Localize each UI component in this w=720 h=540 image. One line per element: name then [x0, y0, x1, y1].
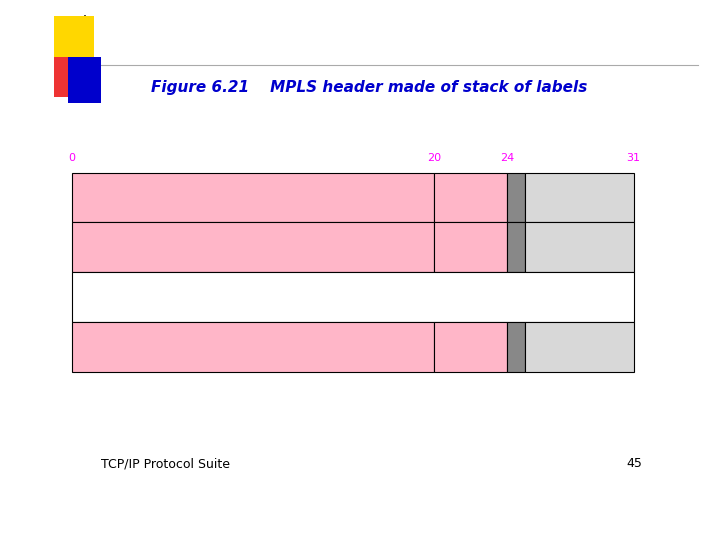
Text: 0: 0	[68, 153, 76, 163]
Text: Exp: Exp	[459, 191, 482, 204]
Text: TCP/IP Protocol Suite: TCP/IP Protocol Suite	[101, 457, 230, 470]
Text: TTL: TTL	[567, 340, 592, 354]
Text: S: S	[513, 342, 519, 352]
Text: 45: 45	[626, 457, 642, 470]
Text: Exp: Exp	[459, 241, 482, 254]
Text: 31: 31	[626, 153, 641, 163]
Text: 24: 24	[500, 153, 514, 163]
Text: Label: Label	[234, 340, 272, 354]
Text: TTL: TTL	[567, 240, 592, 254]
Text: S: S	[513, 193, 519, 202]
Text: Label: Label	[234, 240, 272, 254]
Text: Label: Label	[234, 191, 272, 205]
Text: S: S	[513, 242, 519, 252]
Text: 20: 20	[427, 153, 441, 163]
Text: TTL: TTL	[567, 191, 592, 205]
Text: Exp: Exp	[459, 340, 482, 353]
Text: Figure 6.21    MPLS header made of stack of labels: Figure 6.21 MPLS header made of stack of…	[150, 80, 588, 95]
Text: •  •  •: • • •	[330, 289, 376, 305]
